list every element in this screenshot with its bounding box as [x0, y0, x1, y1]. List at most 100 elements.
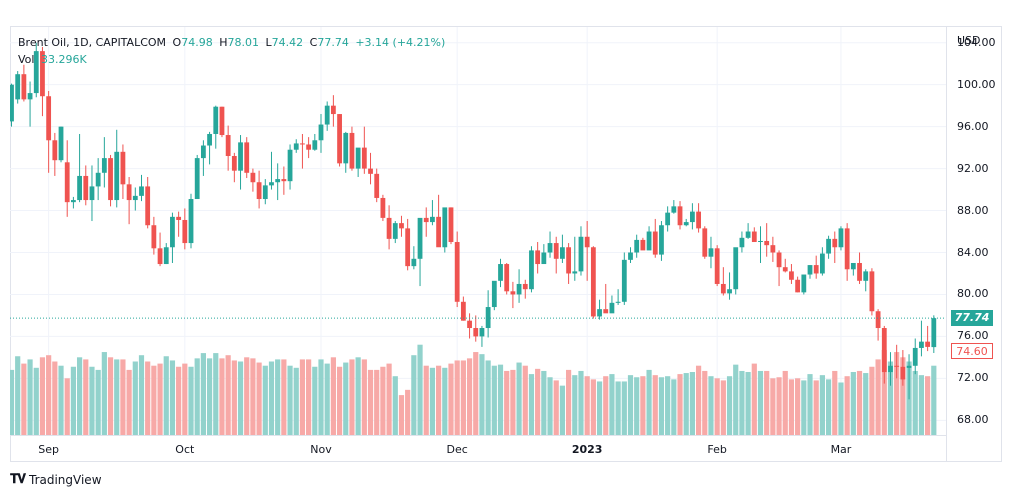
volume-bar — [863, 373, 869, 435]
candle — [244, 137, 250, 179]
candle — [293, 139, 299, 153]
candle-body — [844, 228, 850, 270]
volume-bar — [819, 375, 825, 435]
volume-bar — [881, 349, 887, 435]
legend-symbol[interactable]: Brent Oil, 1D, CAPITALCOM — [18, 36, 167, 49]
price-axis[interactable]: USD 104.00 100.00 96.00 92.00 88.00 84.00 80.0… — [946, 27, 1003, 462]
volume-bar — [726, 376, 733, 435]
candle-body — [498, 264, 503, 281]
volume-bar — [609, 374, 615, 435]
candle — [430, 200, 435, 226]
candle — [89, 165, 95, 222]
price-chart-pane[interactable] — [10, 27, 946, 435]
candle — [349, 126, 355, 171]
candle-body — [399, 223, 404, 229]
volume-bar — [21, 363, 27, 435]
candle — [516, 269, 522, 303]
candle — [782, 258, 788, 273]
volume-bar — [677, 374, 683, 435]
candle-body — [690, 211, 695, 223]
volume-bar — [39, 357, 46, 435]
volume-bar — [64, 378, 70, 435]
candle-body — [89, 186, 95, 201]
candle-body — [330, 105, 336, 115]
volume-bar — [349, 359, 355, 435]
volume-bar — [838, 382, 844, 435]
tradingview-branding[interactable]: 𝐓𝐕 TradingView — [10, 472, 102, 487]
candle — [139, 174, 144, 202]
candle-body — [95, 172, 101, 187]
candle — [312, 133, 318, 151]
legend-close: C77.74 — [310, 36, 349, 49]
candle — [300, 133, 305, 169]
candle — [819, 247, 825, 276]
volume-bar — [640, 376, 646, 435]
candle-body — [560, 247, 565, 259]
candle-body — [795, 279, 801, 293]
volume-bar — [615, 381, 621, 435]
candle — [15, 71, 21, 104]
volume-bar — [795, 378, 801, 435]
volume-bar — [801, 380, 807, 435]
candle — [671, 200, 677, 214]
candle — [634, 234, 640, 258]
candle-body — [281, 179, 287, 182]
volume-bar — [825, 379, 832, 435]
candle — [411, 246, 417, 270]
candle-body — [912, 347, 918, 366]
candle — [77, 133, 82, 203]
candle-body — [869, 271, 875, 312]
candle-body — [491, 280, 497, 308]
candle-body — [225, 135, 231, 157]
candle-body — [819, 253, 825, 274]
volume-bar — [813, 380, 819, 435]
volume-bar — [361, 359, 367, 435]
candle-body — [838, 228, 844, 248]
volume-bar — [547, 377, 553, 435]
time-axis[interactable]: Sep Oct Nov Dec 2023 Feb Mar — [10, 435, 946, 463]
volume-bar — [652, 375, 658, 435]
candle-body — [597, 309, 602, 317]
candle-body — [888, 365, 893, 373]
volume-bar — [182, 363, 188, 435]
volume-bar — [485, 360, 491, 435]
candle-body — [194, 158, 200, 200]
volume-bar — [776, 377, 782, 435]
price-tick-label: 88.00 — [957, 203, 989, 217]
candle — [522, 279, 528, 299]
candle-body — [776, 252, 782, 268]
candle-body — [10, 84, 14, 122]
brand-name: TradingView — [29, 472, 102, 487]
candle — [560, 234, 565, 263]
low-label: L — [265, 36, 272, 49]
time-tick-label: Mar — [830, 443, 852, 456]
tradingview-logo-icon: 𝐓𝐕 — [10, 472, 26, 487]
high-value: 78.01 — [227, 36, 260, 49]
candle-body — [473, 328, 479, 337]
candle-body — [807, 265, 813, 275]
candle — [844, 223, 850, 281]
candle — [423, 207, 429, 237]
volume-bar — [553, 380, 559, 435]
candle-body — [361, 147, 367, 169]
candle — [33, 42, 39, 98]
candle — [126, 176, 132, 225]
candle — [925, 325, 931, 352]
candle — [448, 207, 454, 245]
candle — [108, 154, 113, 207]
candle — [541, 244, 547, 265]
candle-body — [176, 216, 182, 220]
volume-bar — [237, 361, 244, 435]
volume-bar — [33, 367, 39, 435]
candle — [399, 215, 404, 237]
candle-body — [40, 51, 45, 97]
candle-body — [238, 142, 243, 171]
candle — [442, 207, 448, 253]
volume-label[interactable]: Vol — [18, 53, 35, 66]
candle — [213, 105, 219, 149]
candle-body — [15, 74, 21, 100]
volume-bar — [355, 357, 361, 435]
open-label: O — [172, 36, 182, 49]
candle-body — [454, 242, 460, 302]
candle — [857, 252, 862, 284]
